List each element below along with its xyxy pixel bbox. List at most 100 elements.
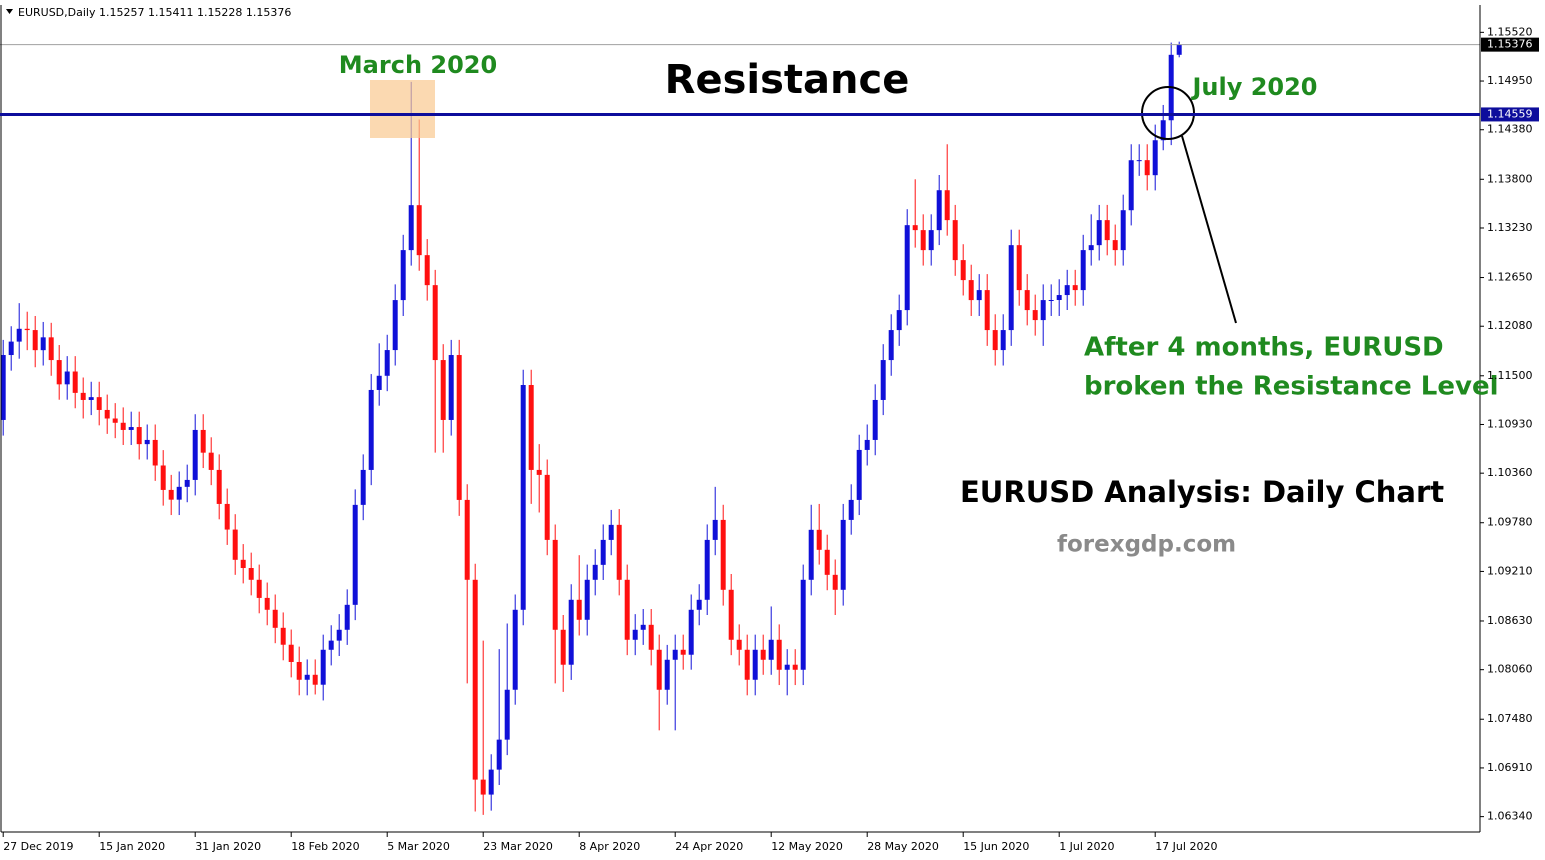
candle-body xyxy=(856,449,862,500)
candle-body xyxy=(760,649,766,660)
candle-body xyxy=(184,479,190,487)
candle-body xyxy=(1040,300,1046,321)
annotation: EURUSD Analysis: Daily Chart xyxy=(960,475,1444,509)
candle-body xyxy=(384,350,390,376)
candle-body xyxy=(904,225,910,311)
candle-body xyxy=(784,664,790,670)
candle-body xyxy=(440,360,446,420)
candle-body xyxy=(736,639,742,650)
candle-body xyxy=(792,664,798,670)
candle-body xyxy=(1112,240,1118,251)
candle-body xyxy=(1024,290,1030,311)
candle-body xyxy=(360,469,366,505)
candle-body xyxy=(576,599,582,620)
x-tick-label: 31 Jan 2020 xyxy=(195,840,261,853)
candle-body xyxy=(32,330,38,351)
menu-triangle xyxy=(6,9,13,14)
candle-body xyxy=(416,205,422,256)
candle-body xyxy=(896,310,902,331)
candle-body xyxy=(352,504,358,605)
candle-body xyxy=(288,644,294,662)
candle-body xyxy=(488,769,494,795)
candle-body xyxy=(1096,220,1102,246)
candle-body xyxy=(96,397,102,410)
candle-body xyxy=(544,474,550,540)
candle-body xyxy=(1104,220,1110,241)
candle-body xyxy=(624,579,630,640)
x-tick-label: 5 Mar 2020 xyxy=(387,840,450,853)
candle-body xyxy=(8,341,14,356)
candle-body xyxy=(1000,330,1006,351)
candle-body xyxy=(1176,44,1182,55)
candle-body xyxy=(232,529,238,560)
y-tick-label: 1.09210 xyxy=(1487,564,1533,577)
x-tick-label: 18 Feb 2020 xyxy=(291,840,359,853)
y-tick-label: 1.14950 xyxy=(1487,74,1533,87)
candle-body xyxy=(688,609,694,655)
y-tick-label: 1.14380 xyxy=(1487,123,1533,136)
candle-body xyxy=(296,661,302,680)
y-tick-label: 1.08630 xyxy=(1487,614,1533,627)
candle-body xyxy=(880,360,886,400)
candle-body xyxy=(64,371,70,385)
candle-body xyxy=(0,355,6,420)
candle-body xyxy=(816,529,822,550)
candle-body xyxy=(136,427,142,445)
candle-body xyxy=(344,604,350,630)
candle-body xyxy=(504,689,510,740)
candle-body xyxy=(16,328,22,342)
y-tick-label: 1.08060 xyxy=(1487,663,1533,676)
y-tick-label: 1.15520 xyxy=(1487,25,1533,38)
candle-body xyxy=(944,190,950,221)
candle-body xyxy=(960,260,966,281)
annotation: After 4 months, EURUSD xyxy=(1084,333,1444,363)
candle-body xyxy=(872,399,878,440)
highlight-box xyxy=(370,80,435,138)
chart-title: EURUSD,Daily 1.15257 1.15411 1.15228 1.1… xyxy=(18,6,291,19)
candle-body xyxy=(936,190,942,231)
candle-body xyxy=(424,255,430,286)
candle-body xyxy=(1008,245,1014,331)
x-tick-label: 24 Apr 2020 xyxy=(675,840,743,853)
candle-body xyxy=(568,599,574,665)
candle-body xyxy=(776,639,782,670)
candle-body xyxy=(208,452,214,470)
candle-body xyxy=(552,539,558,630)
candle-body xyxy=(928,230,934,251)
candle-body xyxy=(864,439,870,450)
x-tick-label: 23 Mar 2020 xyxy=(483,840,553,853)
candle-body xyxy=(600,539,606,565)
candle-body xyxy=(272,609,278,628)
y-tick-label: 1.13800 xyxy=(1487,172,1533,185)
candle-body xyxy=(952,220,958,261)
candle-body xyxy=(1120,210,1126,251)
annotation: Resistance xyxy=(665,57,910,103)
candle-body xyxy=(632,629,638,640)
y-tick-label: 1.13230 xyxy=(1487,221,1533,234)
candle-body xyxy=(616,524,622,580)
candle-body xyxy=(768,639,774,660)
candle-body xyxy=(1088,245,1094,251)
candle-body xyxy=(680,649,686,655)
candle-body xyxy=(520,385,526,610)
x-tick-label: 15 Jan 2020 xyxy=(99,840,165,853)
candle-body xyxy=(968,280,974,301)
y-tick-label: 1.06910 xyxy=(1487,761,1533,774)
candle-body xyxy=(216,469,222,504)
candle-body xyxy=(584,579,590,620)
candle-body xyxy=(744,649,750,680)
candle-body xyxy=(992,330,998,351)
candle-body xyxy=(1032,310,1038,321)
candle-body xyxy=(1056,295,1062,301)
candle-body xyxy=(672,649,678,660)
x-tick-label: 1 Jul 2020 xyxy=(1059,840,1114,853)
y-tick-label: 1.11500 xyxy=(1487,369,1533,382)
candle-body xyxy=(560,629,566,665)
candle-body xyxy=(832,574,838,590)
candle-body xyxy=(328,640,334,650)
y-tick-label: 1.10360 xyxy=(1487,466,1533,479)
candle-body xyxy=(120,422,126,430)
candle-body xyxy=(264,597,270,610)
